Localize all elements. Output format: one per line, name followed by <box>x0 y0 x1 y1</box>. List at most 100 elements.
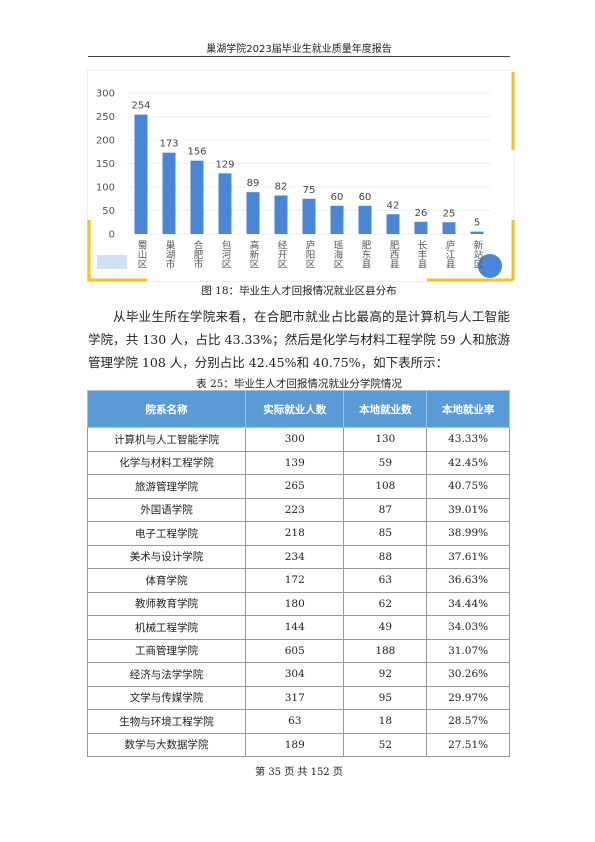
table-cell: 189 <box>245 732 345 757</box>
header-title: 巢湖学院2023届毕业生就业质量年度报告 <box>206 44 392 55</box>
table-cell: 130 <box>343 427 428 452</box>
table-row: 化学与材料工程学院 139 59 42.45% <box>86 450 510 475</box>
table-body: 计算机与人工智能学院 300 130 43.33% 化学与材料工程学院 139 59 42.4… <box>86 427 510 757</box>
table-cell: 88 <box>343 544 428 569</box>
bar <box>442 222 456 234</box>
data-label: 60 <box>359 192 372 203</box>
table-cell: 300 <box>245 427 345 452</box>
table-cell: 59 <box>343 450 428 475</box>
bar <box>190 160 204 234</box>
table-row: 机械工程学院 144 49 34.03% <box>86 615 510 640</box>
table-row: 经济与法学学院 304 92 30.26% <box>86 662 510 687</box>
footer: 第 35 页 共 152 页 <box>255 767 343 778</box>
y-tick-label: 300 <box>96 89 115 100</box>
bar <box>218 173 232 234</box>
table-cell: 教师教育学院 <box>86 591 247 616</box>
x-tick-label: 瑶海区 <box>332 239 344 268</box>
x-tick-label: 蜀山区 <box>136 240 148 269</box>
table-row: 体育学院 172 63 36.63% <box>86 568 510 593</box>
table-cell: 62 <box>343 591 428 616</box>
table-row: 电子工程学院 218 85 38.99% <box>86 521 510 546</box>
y-tick-label: 200 <box>96 136 115 147</box>
table-cell: 27.51% <box>426 732 510 757</box>
table-cell: 52 <box>343 732 428 757</box>
table: 院系名称 实际就业人数 本地就业数 本地就业率 计算机与人工智能学院 300 130 43.3… <box>86 390 510 757</box>
table-cell: 180 <box>245 591 345 616</box>
table-cell: 108 <box>343 474 428 499</box>
data-label: 82 <box>275 181 288 192</box>
table-cell: 87 <box>343 497 428 522</box>
x-tick-label: 长丰县 <box>416 239 428 269</box>
table-cell: 经济与法学学院 <box>86 662 247 687</box>
y-tick-label: 150 <box>96 159 115 170</box>
table-cell: 605 <box>245 638 345 663</box>
table-cell: 144 <box>245 615 345 640</box>
bar <box>246 192 260 234</box>
bar <box>386 214 400 234</box>
header-cell: 院系名称 <box>86 390 247 428</box>
bar <box>162 152 176 234</box>
table-cell: 172 <box>245 568 345 593</box>
table-cell: 化学与材料工程学院 <box>86 450 247 475</box>
table-cell: 43.33% <box>426 427 510 452</box>
bar <box>358 205 372 234</box>
table-cell: 304 <box>245 662 345 687</box>
chart: 0 50 100 150 200 250 300 254 蜀山区 173 巢湖市 156 合肥市 129 包… <box>87 70 515 282</box>
bar <box>134 114 148 234</box>
table-row: 旅游管理学院 265 108 40.75% <box>86 474 510 499</box>
table-row: 工商管理学院 605 188 31.07% <box>86 638 510 663</box>
data-label: 173 <box>159 139 178 150</box>
table-header: 院系名称 实际就业人数 本地就业数 本地就业率 <box>86 390 510 428</box>
x-tick-label: 新站区 <box>472 239 484 268</box>
x-tick-label: 合肥市 <box>192 239 204 269</box>
bar <box>470 231 484 234</box>
x-tick-label: 庐江县 <box>444 239 456 269</box>
bar <box>302 198 316 234</box>
table-cell: 63 <box>343 568 428 593</box>
table-cell: 美术与设计学院 <box>86 544 247 569</box>
x-tick-label: 庐阳区 <box>304 239 316 268</box>
table-cell: 39.01% <box>426 497 510 522</box>
data-label: 42 <box>387 200 400 211</box>
table-cell: 30.26% <box>426 662 510 687</box>
table-row: 外国语学院 223 87 39.01% <box>86 497 510 522</box>
x-tick-label: 肥西县 <box>388 240 400 269</box>
table-caption: 表 25：毕业生人才回报情况就业分学院情况 <box>196 378 402 390</box>
table-row: 文学与传媒学院 317 95 29.97% <box>86 685 510 710</box>
table-cell: 28.57% <box>426 709 510 734</box>
table-cell: 36.63% <box>426 568 510 593</box>
table-cell: 计算机与人工智能学院 <box>86 427 247 452</box>
table-cell: 37.61% <box>426 544 510 569</box>
y-tick-label: 50 <box>102 206 115 217</box>
y-tick-label: 250 <box>96 112 115 123</box>
data-label: 254 <box>131 101 150 112</box>
table-cell: 63 <box>245 709 345 734</box>
decor-icon <box>478 254 502 278</box>
table-cell: 34.44% <box>426 591 510 616</box>
x-tick-label: 巢湖市 <box>164 239 176 269</box>
table-cell: 40.75% <box>426 474 510 499</box>
table-cell: 139 <box>245 450 345 475</box>
data-label: 5 <box>474 218 480 229</box>
header-cell: 本地就业数 <box>343 390 428 428</box>
table-cell: 38.99% <box>426 521 510 546</box>
x-tick-label: 经开区 <box>276 239 288 268</box>
table-cell: 49 <box>343 615 428 640</box>
table-row: 生物与环境工程学院 63 18 28.57% <box>86 709 510 734</box>
x-tick-label: 肥东县 <box>360 240 372 269</box>
decor-icon <box>97 255 127 269</box>
bar <box>330 205 344 234</box>
table-cell: 旅游管理学院 <box>86 474 247 499</box>
table-cell: 317 <box>245 685 345 710</box>
bar <box>414 221 428 234</box>
y-tick-label: 100 <box>96 183 115 194</box>
data-label: 129 <box>215 159 234 170</box>
table-cell: 234 <box>245 544 345 569</box>
table-cell: 223 <box>245 497 345 522</box>
figure-caption: 图 18：毕业生人才回报情况就业区县分布 <box>201 285 397 297</box>
table-cell: 92 <box>343 662 428 687</box>
table-cell: 95 <box>343 685 428 710</box>
table-cell: 42.45% <box>426 450 510 475</box>
